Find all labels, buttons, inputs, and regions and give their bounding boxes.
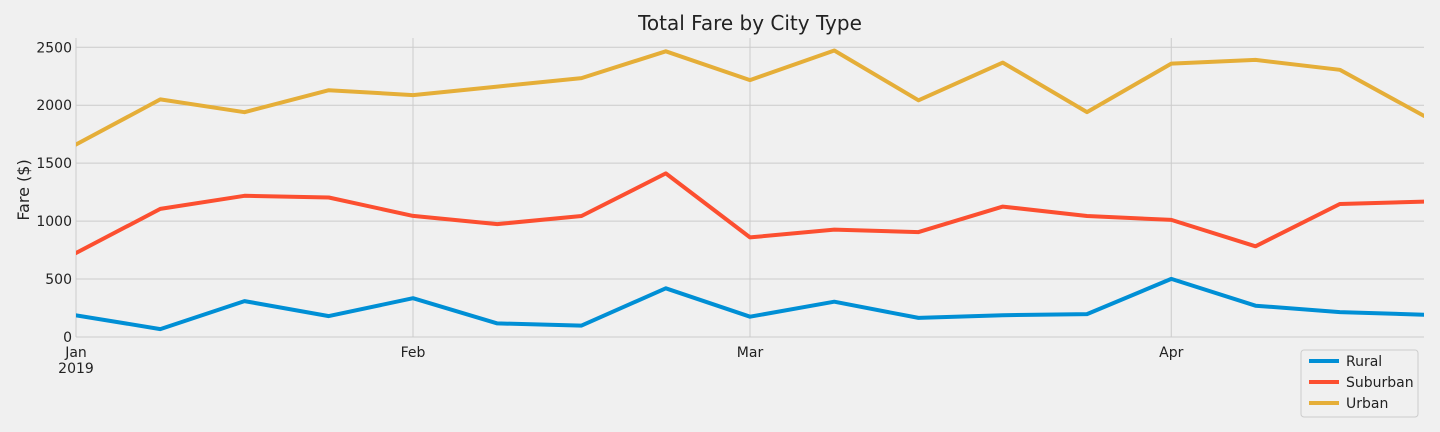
legend-label: Rural xyxy=(1346,354,1382,370)
y-tick-label: 1500 xyxy=(36,156,72,172)
legend-box xyxy=(1300,349,1419,418)
x-tick-label: Mar xyxy=(737,345,764,361)
legend-label: Urban xyxy=(1346,396,1388,412)
series-line-suburban xyxy=(76,171,1424,255)
series-line-urban xyxy=(76,48,1424,147)
y-tick-label: 2000 xyxy=(36,98,72,114)
y-axis-ticks: 0 500 1000 1500 2000 2500 xyxy=(36,40,72,346)
x-tick-label: Apr xyxy=(1159,345,1183,361)
legend-label: Suburban xyxy=(1346,375,1414,391)
y-axis-label: Fare ($) xyxy=(14,159,33,220)
series-lines xyxy=(76,48,1424,332)
x-tick-label: Feb xyxy=(401,345,426,361)
y-tick-label: 0 xyxy=(63,330,72,346)
chart-title: Total Fare by City Type xyxy=(637,11,862,35)
series-line-rural xyxy=(76,276,1424,332)
y-tick-label: 500 xyxy=(45,272,72,288)
grid xyxy=(75,38,1424,338)
y-tick-label: 2500 xyxy=(36,40,72,56)
x-tick-label: Jan xyxy=(64,345,87,361)
y-tick-label: 1000 xyxy=(36,214,72,230)
x-tick-sublabel: 2019 xyxy=(58,361,94,377)
legend: Rural Suburban Urban xyxy=(1300,349,1419,418)
